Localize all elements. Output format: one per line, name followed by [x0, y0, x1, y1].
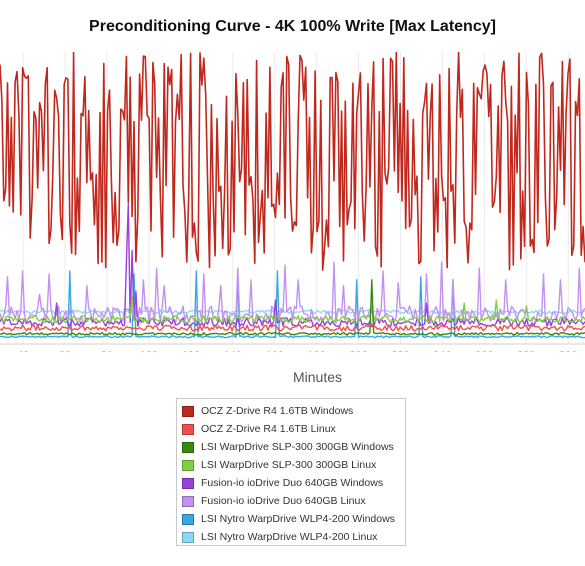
- legend-swatch: [182, 459, 194, 471]
- legend-item[interactable]: LSI WarpDrive SLP-300 300GB Linux: [182, 456, 405, 474]
- legend-label: LSI WarpDrive SLP-300 300GB Linux: [201, 459, 377, 471]
- x-tick-label: 300: [559, 350, 577, 352]
- legend-item[interactable]: LSI WarpDrive SLP-300 300GB Windows: [182, 438, 405, 456]
- series-line-7: [0, 270, 585, 339]
- x-axis-label: Minutes: [292, 369, 343, 385]
- legend-item[interactable]: LSI Nytro WarpDrive WLP4-200 Windows: [182, 510, 405, 528]
- legend-swatch: [182, 513, 194, 525]
- x-tick-label: 60: [59, 350, 71, 352]
- legend-label: OCZ Z-Drive R4 1.6TB Windows: [201, 405, 354, 417]
- legend-label: OCZ Z-Drive R4 1.6TB Linux: [201, 423, 336, 435]
- x-tick-label: 160: [265, 350, 283, 352]
- legend: OCZ Z-Drive R4 1.6TB Windows OCZ Z-Drive …: [176, 398, 406, 546]
- x-tick-label: 260: [475, 350, 493, 352]
- series-line-1: [0, 52, 585, 271]
- series-line-3: [0, 279, 585, 336]
- x-tick-label: 140: [224, 350, 242, 352]
- legend-item[interactable]: LSI Nytro WarpDrive WLP4-200 Linux: [182, 528, 405, 546]
- legend-label: Fusion-io ioDrive Duo 640GB Linux: [201, 495, 366, 507]
- x-tick-label: 240: [433, 350, 451, 352]
- x-tick-label: 100: [140, 350, 158, 352]
- x-tick-label: 200: [349, 350, 367, 352]
- x-tick-label: 280: [517, 350, 535, 352]
- x-tick-label: 120: [182, 350, 200, 352]
- chart-plot-area: 40 60 80 100 120 140 160 180 200 220 240 260 280 300: [0, 52, 585, 352]
- x-tick-label: 40: [17, 350, 29, 352]
- legend-item[interactable]: OCZ Z-Drive R4 1.6TB Linux: [182, 420, 405, 438]
- legend-label: Fusion-io ioDrive Duo 640GB Windows: [201, 477, 384, 489]
- legend-swatch: [182, 441, 194, 453]
- x-tick-label: 80: [101, 350, 113, 352]
- legend-label: LSI Nytro WarpDrive WLP4-200 Linux: [201, 531, 378, 543]
- x-tick-label: 180: [307, 350, 325, 352]
- legend-item[interactable]: Fusion-io ioDrive Duo 640GB Windows: [182, 474, 405, 492]
- legend-swatch: [182, 495, 194, 507]
- series-line-2: [0, 324, 585, 332]
- series-lines: [0, 52, 585, 339]
- legend-label: LSI Nytro WarpDrive WLP4-200 Windows: [201, 513, 395, 525]
- legend-swatch: [182, 531, 194, 543]
- legend-label: LSI WarpDrive SLP-300 300GB Windows: [201, 441, 394, 453]
- legend-item[interactable]: OCZ Z-Drive R4 1.6TB Windows: [182, 402, 405, 420]
- legend-swatch: [182, 405, 194, 417]
- series-line-4: [0, 296, 585, 324]
- legend-item[interactable]: Fusion-io ioDrive Duo 640GB Linux: [182, 492, 405, 510]
- chart-title: Preconditioning Curve - 4K 100% Write [M…: [89, 18, 496, 35]
- series-line-8: [0, 309, 585, 315]
- legend-swatch: [182, 423, 194, 435]
- x-tick-labels: 40 60 80 100 120 140 160 180 200 220 240 260 280 300: [17, 350, 577, 352]
- legend-swatch: [182, 477, 194, 489]
- x-tick-label: 220: [391, 350, 409, 352]
